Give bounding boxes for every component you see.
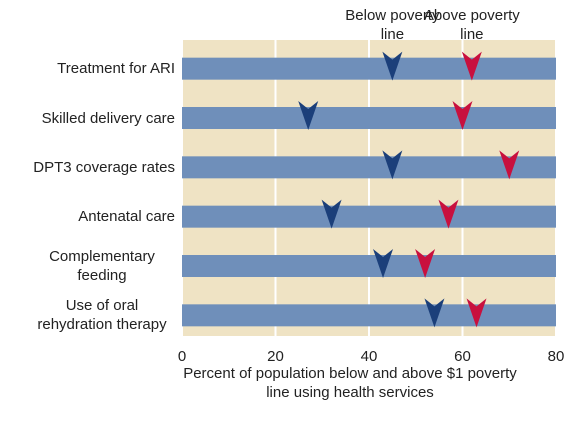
- marker: [438, 199, 459, 229]
- x-tick-label: 0: [178, 348, 186, 365]
- x-tick-label: 20: [267, 348, 284, 365]
- marker: [452, 101, 473, 130]
- marker: [466, 298, 487, 328]
- x-tick-label: 60: [454, 348, 471, 365]
- marker: [382, 150, 403, 180]
- marker: [373, 249, 394, 278]
- marker: [461, 51, 482, 81]
- category-label: DPT3 coverage rates: [0, 137, 175, 197]
- x-tick-label: 40: [361, 348, 378, 365]
- marker: [382, 51, 403, 81]
- category-label: Complementary feeding: [0, 236, 175, 296]
- category-text: Skilled delivery care: [41, 109, 175, 127]
- category-text: Treatment for ARI: [57, 60, 175, 78]
- row-bar: [182, 57, 556, 80]
- marker: [424, 298, 445, 328]
- x-axis-label: Percent of population below and above $1…: [183, 365, 517, 401]
- category-label: Skilled delivery care: [0, 88, 175, 148]
- category-text: Use of oral rehydration therapy: [37, 297, 167, 334]
- category-text: DPT3 coverage rates: [33, 158, 175, 176]
- category-label: Antenatal care: [0, 187, 175, 247]
- category-label: Treatment for ARI: [0, 39, 175, 99]
- x-tick-label: 80: [548, 348, 565, 365]
- legend-label: Below poverty line: [345, 7, 440, 43]
- marker: [298, 101, 319, 130]
- marker: [499, 150, 520, 180]
- row-bar: [182, 205, 556, 228]
- row-bar: [182, 304, 556, 327]
- marker: [415, 249, 436, 278]
- legend-label: Above poverty line: [423, 7, 520, 43]
- row-bar: [182, 255, 556, 277]
- row-bar: [182, 156, 556, 179]
- category-label: Use of oral rehydration therapy: [0, 285, 175, 345]
- row-bar: [182, 107, 556, 129]
- category-text: Antenatal care: [78, 208, 175, 226]
- marker: [321, 199, 342, 229]
- category-text: Complementary feeding: [49, 248, 155, 284]
